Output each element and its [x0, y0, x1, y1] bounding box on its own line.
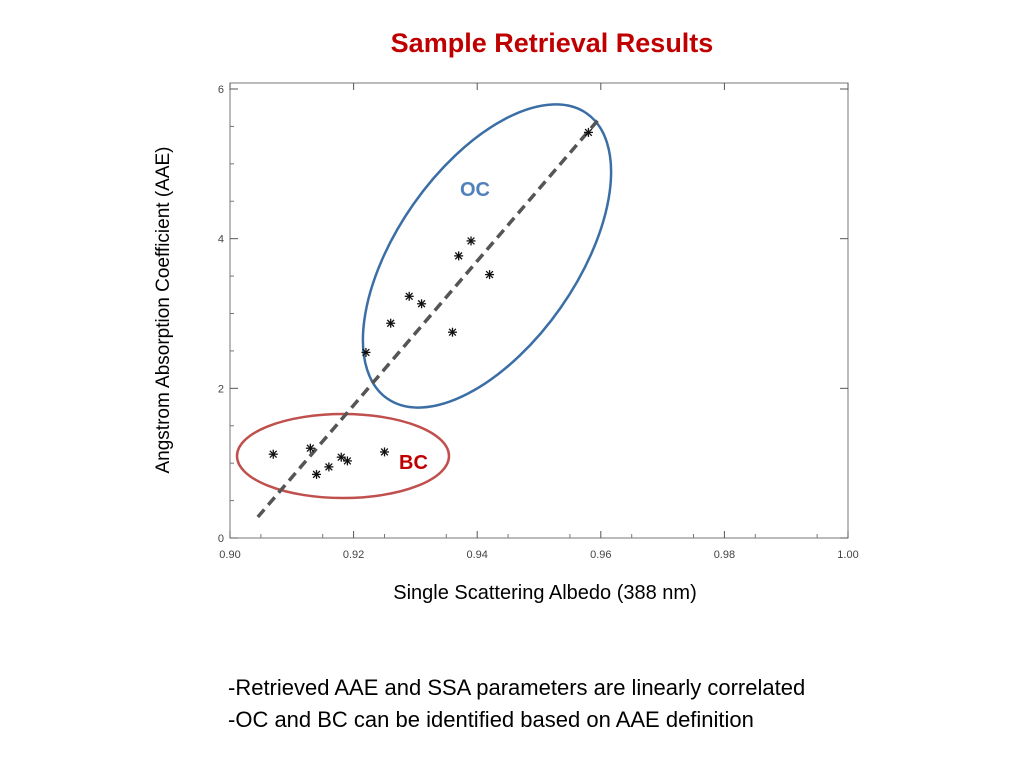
- data-point: [466, 236, 476, 246]
- x-axis-label: Single Scattering Albedo (388 nm): [393, 582, 697, 604]
- data-point-stroke: [325, 463, 333, 471]
- data-point: [404, 291, 414, 301]
- y-tick-label: 6: [218, 84, 224, 96]
- data-point: [417, 299, 427, 309]
- bullet-list: -Retrieved AAE and SSA parameters are li…: [228, 672, 805, 736]
- axis-tick-labels: 0.90 0.92 0.94 0.96 0.98 1.00 0 2 4 6: [218, 84, 859, 561]
- bullet-correlation: -Retrieved AAE and SSA parameters are li…: [228, 675, 806, 700]
- data-point: [447, 327, 457, 337]
- data-point-stroke: [306, 444, 315, 453]
- oc-group-ellipse: [361, 103, 613, 409]
- x-tick-label: 1.00: [837, 549, 858, 561]
- data-point-stroke: [448, 328, 457, 337]
- data-point: [312, 469, 322, 479]
- data-point: [342, 456, 352, 466]
- x-tick-label: 0.98: [714, 549, 735, 561]
- data-point: [336, 452, 346, 462]
- oc-label: OC: [460, 179, 490, 201]
- data-point-stroke: [269, 450, 278, 459]
- data-point-stroke: [343, 457, 352, 465]
- data-points: [268, 127, 593, 479]
- data-point: [268, 449, 278, 459]
- slide-title: Sample Retrieval Results: [390, 28, 714, 58]
- data-point: [454, 251, 464, 261]
- y-axis-label: Angstrom Absorption Coefficient (AAE): [153, 146, 174, 474]
- x-tick-label: 0.96: [590, 549, 611, 561]
- data-point-stroke: [454, 252, 463, 260]
- plot-frame: [229, 82, 849, 539]
- data-point: [324, 462, 334, 472]
- data-point: [386, 318, 396, 328]
- y-tick-label: 4: [218, 234, 224, 246]
- data-point: [583, 127, 593, 137]
- y-tick-label: 0: [218, 533, 224, 545]
- axis-ticks: [229, 83, 849, 539]
- x-tick-label: 0.94: [466, 549, 487, 561]
- trend-line: [256, 119, 600, 519]
- data-point-stroke: [337, 453, 346, 462]
- x-tick-label: 0.90: [219, 549, 240, 561]
- data-point: [305, 443, 315, 453]
- data-point-stroke: [386, 319, 395, 328]
- x-tick-label: 0.92: [343, 549, 364, 561]
- data-point-stroke: [584, 128, 593, 137]
- data-point-stroke: [362, 348, 370, 357]
- data-point: [361, 347, 371, 357]
- data-point-stroke: [312, 470, 321, 479]
- data-point-stroke: [467, 237, 475, 245]
- data-point-stroke: [485, 270, 494, 279]
- data-point-stroke: [417, 299, 426, 308]
- bc-label: BC: [399, 452, 428, 474]
- bc-group-ellipse: [235, 412, 451, 500]
- bullet-identification: -OC and BC can be identified based on AA…: [228, 707, 754, 732]
- data-point-stroke: [405, 292, 414, 301]
- y-tick-label: 2: [218, 383, 224, 395]
- data-point-stroke: [380, 448, 389, 456]
- data-point: [485, 270, 495, 280]
- data-point: [380, 447, 389, 457]
